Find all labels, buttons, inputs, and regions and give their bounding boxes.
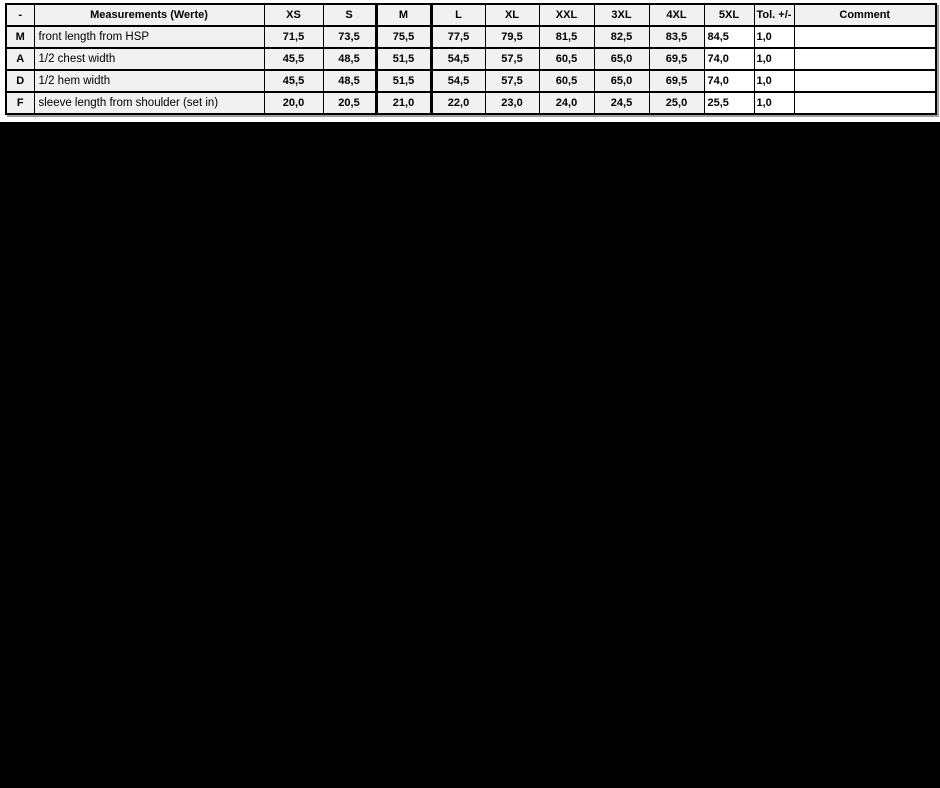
cell-measurement-name: 1/2 chest width [33,47,265,71]
table-row: F sleeve length from shoulder (set in) 2… [5,91,937,115]
col-header-tolerance: Tol. +/- [753,3,795,27]
cell-value-m: 21,0 [374,91,433,115]
col-header-measurements: Measurements (Werte) [33,3,265,27]
cell-value-3xl: 24,5 [593,91,650,115]
cell-measurement-name: front length from HSP [33,25,265,49]
col-header-size-3xl: 3XL [593,3,650,27]
cell-value-xxl: 60,5 [538,69,595,93]
table-row: A 1/2 chest width 45,5 48,5 51,5 54,5 57… [5,47,937,71]
cell-value-4xl: 25,0 [648,91,705,115]
cell-tolerance: 1,0 [753,91,795,115]
cell-value-xl: 23,0 [484,91,540,115]
cell-value-3xl: 82,5 [593,25,650,49]
cell-value-xs: 71,5 [263,25,324,49]
cell-tolerance: 1,0 [753,69,795,93]
cell-value-xxl: 60,5 [538,47,595,71]
cell-measurement-name: 1/2 hem width [33,69,265,93]
cell-value-s: 48,5 [322,69,377,93]
black-canvas-region [0,122,940,788]
cell-value-m: 51,5 [374,47,433,71]
col-header-comment: Comment [793,3,937,27]
cell-value-xs: 45,5 [263,47,324,71]
cell-value-4xl: 69,5 [648,69,705,93]
cell-value-4xl: 83,5 [648,25,705,49]
cell-value-l: 77,5 [430,25,486,49]
cell-value-l: 54,5 [430,47,486,71]
cell-value-l: 54,5 [430,69,486,93]
cell-comment [793,69,937,93]
cell-comment [793,47,937,71]
col-header-size-l: L [430,3,486,27]
col-header-size-xs: XS [263,3,324,27]
cell-value-3xl: 65,0 [593,47,650,71]
cell-value-xl: 79,5 [484,25,540,49]
cell-value-xs: 20,0 [263,91,324,115]
cell-value-xxl: 81,5 [538,25,595,49]
cell-value-5xl: 84,5 [703,25,755,49]
cell-tolerance: 1,0 [753,25,795,49]
cell-value-s: 20,5 [322,91,377,115]
cell-measurement-name: sleeve length from shoulder (set in) [33,91,265,115]
col-header-size-xxl: XXL [538,3,595,27]
cell-comment [793,25,937,49]
cell-code: D [5,69,35,93]
col-header-size-s: S [322,3,377,27]
cell-value-m: 51,5 [374,69,433,93]
col-header-size-xl: XL [484,3,540,27]
cell-comment [793,91,937,115]
cell-code: M [5,25,35,49]
cell-value-5xl: 74,0 [703,47,755,71]
cell-value-xs: 45,5 [263,69,324,93]
cell-value-xxl: 24,0 [538,91,595,115]
cell-value-s: 48,5 [322,47,377,71]
cell-value-4xl: 69,5 [648,47,705,71]
col-header-size-4xl: 4XL [648,3,705,27]
col-header-code: - [5,3,35,27]
cell-value-3xl: 65,0 [593,69,650,93]
measurement-spec-table: - Measurements (Werte) XS S M L XL XXL 3… [5,3,937,115]
cell-value-5xl: 74,0 [703,69,755,93]
cell-value-m: 75,5 [374,25,433,49]
cell-value-xl: 57,5 [484,69,540,93]
cell-value-s: 73,5 [322,25,377,49]
table-row: M front length from HSP 71,5 73,5 75,5 7… [5,25,937,49]
table-row: D 1/2 hem width 45,5 48,5 51,5 54,5 57,5… [5,69,937,93]
cell-code: F [5,91,35,115]
cell-value-xl: 57,5 [484,47,540,71]
col-header-size-5xl: 5XL [703,3,755,27]
cell-value-5xl: 25,5 [703,91,755,115]
cell-code: A [5,47,35,71]
header-row: - Measurements (Werte) XS S M L XL XXL 3… [5,3,937,27]
cell-value-l: 22,0 [430,91,486,115]
col-header-size-m: M [374,3,433,27]
document-white-band: - Measurements (Werte) XS S M L XL XXL 3… [0,0,940,122]
cell-tolerance: 1,0 [753,47,795,71]
